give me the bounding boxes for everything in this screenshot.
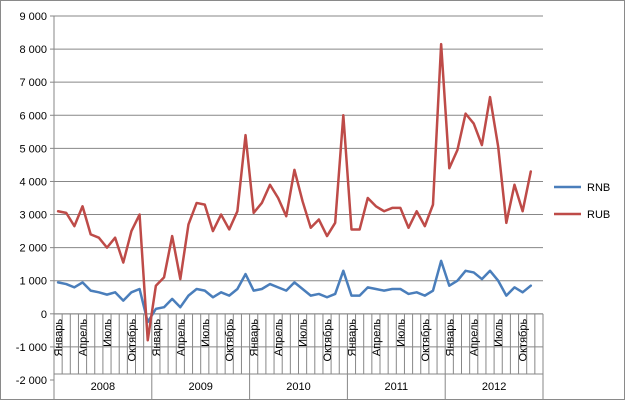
- legend-label-rnb: RNB: [587, 182, 610, 194]
- y-tick-label: 5 000: [19, 143, 47, 155]
- y-tick-label: -1 000: [16, 342, 47, 354]
- y-tick-label: -2 000: [16, 375, 47, 387]
- x-month-label: Октябрь: [224, 319, 236, 362]
- series-line-rnb: [58, 261, 531, 322]
- legend-label-rub: RUB: [587, 209, 610, 221]
- y-tick-label: 9 000: [19, 11, 47, 23]
- x-month-label: Октябрь: [420, 319, 432, 362]
- x-month-label: Апрель: [273, 319, 285, 357]
- y-tick-label: 7 000: [19, 77, 47, 89]
- x-month-label: Июль: [102, 319, 114, 347]
- x-month-label: Апрель: [371, 319, 383, 357]
- x-month-label: Июль: [395, 319, 407, 347]
- x-month-label: Апрель: [78, 319, 90, 357]
- x-month-label: Январь: [53, 319, 65, 357]
- x-year-label: 2008: [91, 381, 115, 393]
- x-month-label: Апрель: [175, 319, 187, 357]
- x-month-label: Июль: [200, 319, 212, 347]
- y-tick-label: 4 000: [19, 176, 47, 188]
- x-month-label: Октябрь: [322, 319, 334, 362]
- legend: RNB RUB: [554, 182, 610, 221]
- x-year-label: 2010: [286, 381, 310, 393]
- x-month-label: Апрель: [469, 319, 481, 357]
- x-month-label: Январь: [151, 319, 163, 357]
- y-tick-label: 0: [41, 309, 47, 321]
- y-axis: -2 000 -1 000 0 1 000 2 000 3 000 4 000 5 000 6 …: [16, 11, 54, 387]
- y-tick-label: 2 000: [19, 243, 47, 255]
- x-year-label: 2011: [384, 381, 408, 393]
- x-month-label: Январь: [249, 319, 261, 357]
- y-tick-label: 3 000: [19, 210, 47, 222]
- y-tick-label: 8 000: [19, 44, 47, 56]
- x-month-label: Январь: [346, 319, 358, 357]
- y-tick-label: 6 000: [19, 110, 47, 122]
- x-month-label: Октябрь: [126, 319, 138, 362]
- x-axis: Январь Апрель Июль Октябрь Январь Апрель Июль О…: [53, 314, 543, 399]
- x-year-label: 2009: [188, 381, 212, 393]
- series-layer: [58, 44, 531, 340]
- x-year-label: 2012: [482, 381, 506, 393]
- x-month-label: Январь: [444, 319, 456, 357]
- x-month-label: Июль: [493, 319, 505, 347]
- x-month-label: Октябрь: [518, 319, 530, 362]
- y-tick-label: 1 000: [19, 276, 47, 288]
- x-month-label: Июль: [298, 319, 310, 347]
